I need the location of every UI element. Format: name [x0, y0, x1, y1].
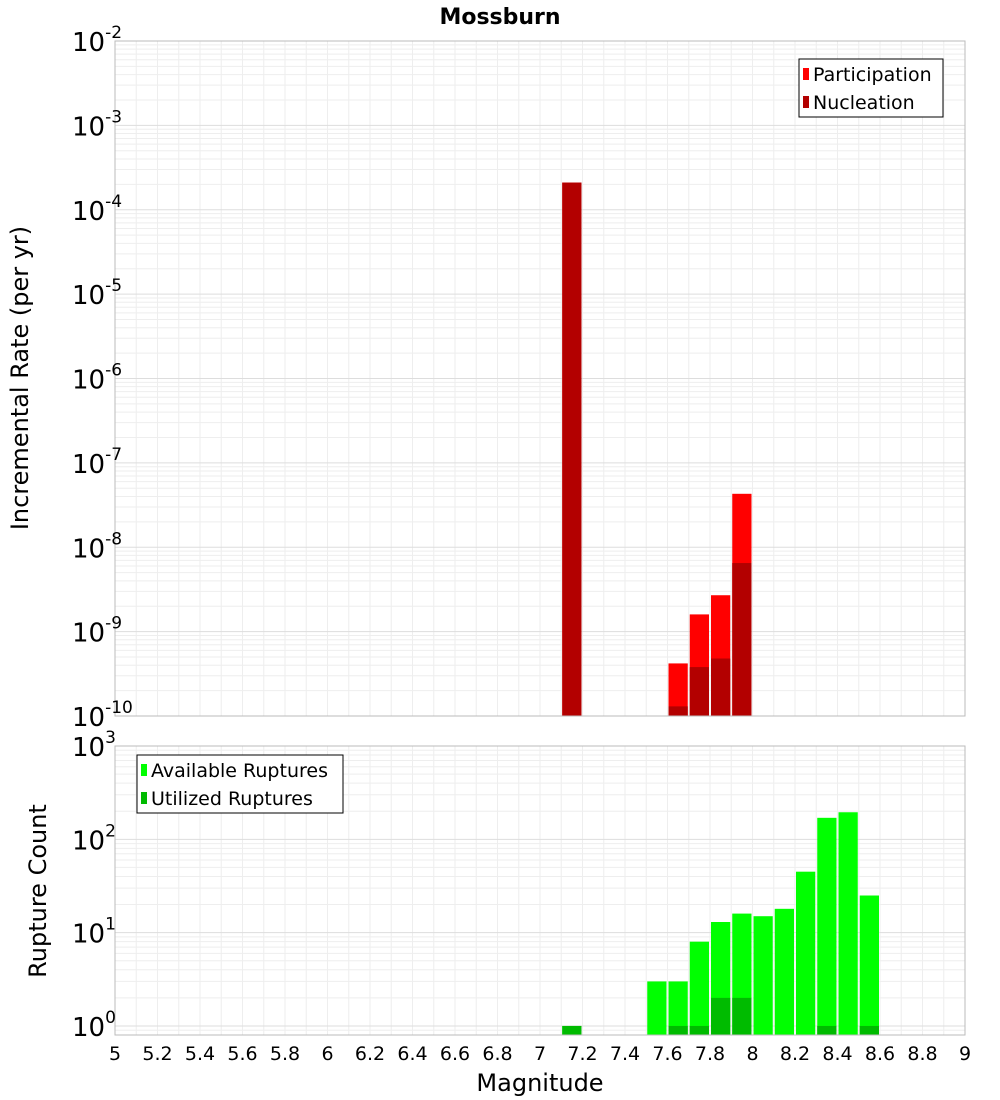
- legend: Available Ruptures Utilized Ruptures: [136, 754, 344, 814]
- bar-utilized-ruptures: [817, 1025, 837, 1035]
- bar-available-ruptures: [817, 817, 837, 1035]
- y-tick-label: 100: [72, 1008, 116, 1043]
- bar-utilized-ruptures: [562, 1025, 582, 1035]
- bar-available-ruptures: [838, 812, 858, 1035]
- bar-utilized-ruptures: [732, 997, 752, 1035]
- legend-swatch: [803, 96, 809, 108]
- x-tick-label: 6.6: [440, 1043, 470, 1065]
- bars: [562, 812, 879, 1035]
- legend-swatch: [803, 68, 809, 80]
- plot-frame: [114, 40, 966, 717]
- bottom-y-axis-label: Rupture Count: [24, 804, 52, 978]
- x-tick-label: 9: [959, 1043, 971, 1065]
- x-tick-label: 5.8: [270, 1043, 300, 1065]
- x-tick-label: 6: [321, 1043, 333, 1065]
- bar-utilized-ruptures: [711, 997, 731, 1035]
- y-tick-label: 10-7: [72, 445, 122, 480]
- x-tick-label: 7.8: [695, 1043, 725, 1065]
- x-tick-label: 8: [746, 1043, 758, 1065]
- legend-label: Nucleation: [813, 92, 915, 114]
- x-tick-label: 5.2: [142, 1043, 172, 1065]
- x-tick-label: 7.6: [652, 1043, 682, 1065]
- legend-box: [136, 754, 344, 814]
- bar-nucleation: [668, 706, 688, 716]
- x-tick-label: 6.8: [482, 1043, 512, 1065]
- y-tick-label: 103: [72, 728, 116, 763]
- x-tick-label: 7.2: [567, 1043, 597, 1065]
- bar-utilized-ruptures: [859, 1025, 879, 1035]
- bar-nucleation: [711, 658, 731, 716]
- x-axis-label: Magnitude: [476, 1069, 603, 1097]
- x-tick-label: 8.6: [865, 1043, 895, 1065]
- bar-nucleation: [689, 667, 709, 716]
- bar-available-ruptures: [753, 916, 773, 1035]
- y-tick-label: 10-10: [72, 698, 133, 733]
- plot-frame: [114, 745, 966, 1036]
- y-tick-label: 102: [72, 821, 116, 856]
- bar-participation: [668, 663, 688, 716]
- bar-available-ruptures: [774, 908, 794, 1035]
- x-tick-label: 8.2: [780, 1043, 810, 1065]
- bar-available-ruptures: [859, 895, 879, 1035]
- y-tick-label: 10-8: [72, 529, 122, 564]
- legend-label: Available Ruptures: [151, 760, 328, 782]
- x-tick-label: 5: [109, 1043, 121, 1065]
- bar-available-ruptures: [689, 941, 709, 1035]
- legend: Participation Nucleation: [798, 58, 944, 118]
- bar-nucleation: [732, 563, 752, 716]
- chart-title: Mossburn: [439, 5, 560, 30]
- grid-lines: [115, 41, 965, 716]
- bottom-chart-panel: 100 101 102 103 Available Ruptures Utilized R…: [72, 728, 971, 1065]
- legend-swatch: [141, 764, 147, 776]
- bar-available-ruptures: [796, 871, 816, 1035]
- top-y-axis-label: Incremental Rate (per yr): [6, 226, 34, 530]
- x-tick-label: 6.4: [397, 1043, 427, 1065]
- x-tick-label: 8.8: [907, 1043, 937, 1065]
- bar-nucleation: [562, 182, 582, 716]
- x-tick-label: 7.4: [610, 1043, 640, 1065]
- bar-available-ruptures: [668, 981, 688, 1035]
- legend-swatch: [141, 792, 147, 804]
- x-tick-label: 5.4: [185, 1043, 215, 1065]
- x-tick-label: 8.4: [822, 1043, 852, 1065]
- legend-label: Participation: [813, 64, 932, 86]
- x-tick-label: 6.2: [355, 1043, 385, 1065]
- bars: [562, 182, 752, 716]
- x-tick-label: 5.6: [227, 1043, 257, 1065]
- x-tick-label: 7: [534, 1043, 546, 1065]
- bar-utilized-ruptures: [668, 1025, 688, 1035]
- bar-utilized-ruptures: [689, 1025, 709, 1035]
- legend-label: Utilized Ruptures: [151, 788, 313, 810]
- y-tick-label: 101: [72, 915, 116, 950]
- bar-available-ruptures: [647, 981, 667, 1035]
- top-chart-panel: 10-1010-910-810-710-610-510-410-310-2Par…: [72, 23, 966, 733]
- legend-box: [798, 58, 944, 118]
